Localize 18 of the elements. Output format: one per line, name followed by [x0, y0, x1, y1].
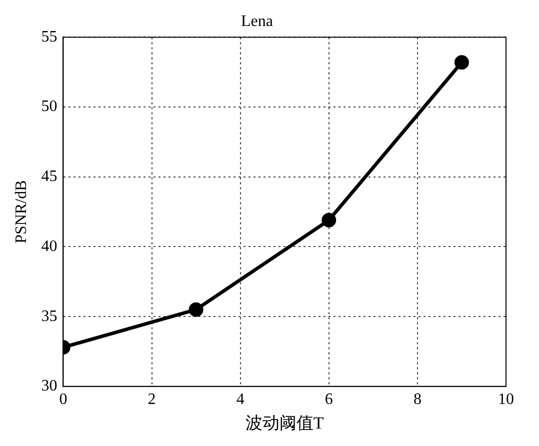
y-tick-label: 35	[41, 308, 58, 325]
y-tick-label: 30	[41, 378, 58, 395]
x-tick-label: 10	[498, 391, 514, 408]
x-tick-label: 2	[148, 391, 156, 408]
y-tick-label: 40	[41, 238, 58, 255]
y-tick-label: 55	[41, 28, 58, 46]
y-tick-label: 50	[41, 98, 58, 116]
x-tick-label: 8	[413, 391, 422, 408]
chart-title: Lena	[241, 12, 273, 30]
x-tick-label: 0	[59, 391, 68, 408]
y-tick-label: 45	[41, 168, 58, 186]
point	[322, 212, 336, 228]
x-tick-label: 4	[236, 391, 244, 408]
point	[454, 55, 469, 70]
x-tick-label: 6	[324, 391, 333, 408]
x-axis-title: 波动阈值T	[245, 413, 324, 432]
point	[188, 302, 204, 317]
y-axis-title: PSNR/dB	[12, 180, 30, 244]
